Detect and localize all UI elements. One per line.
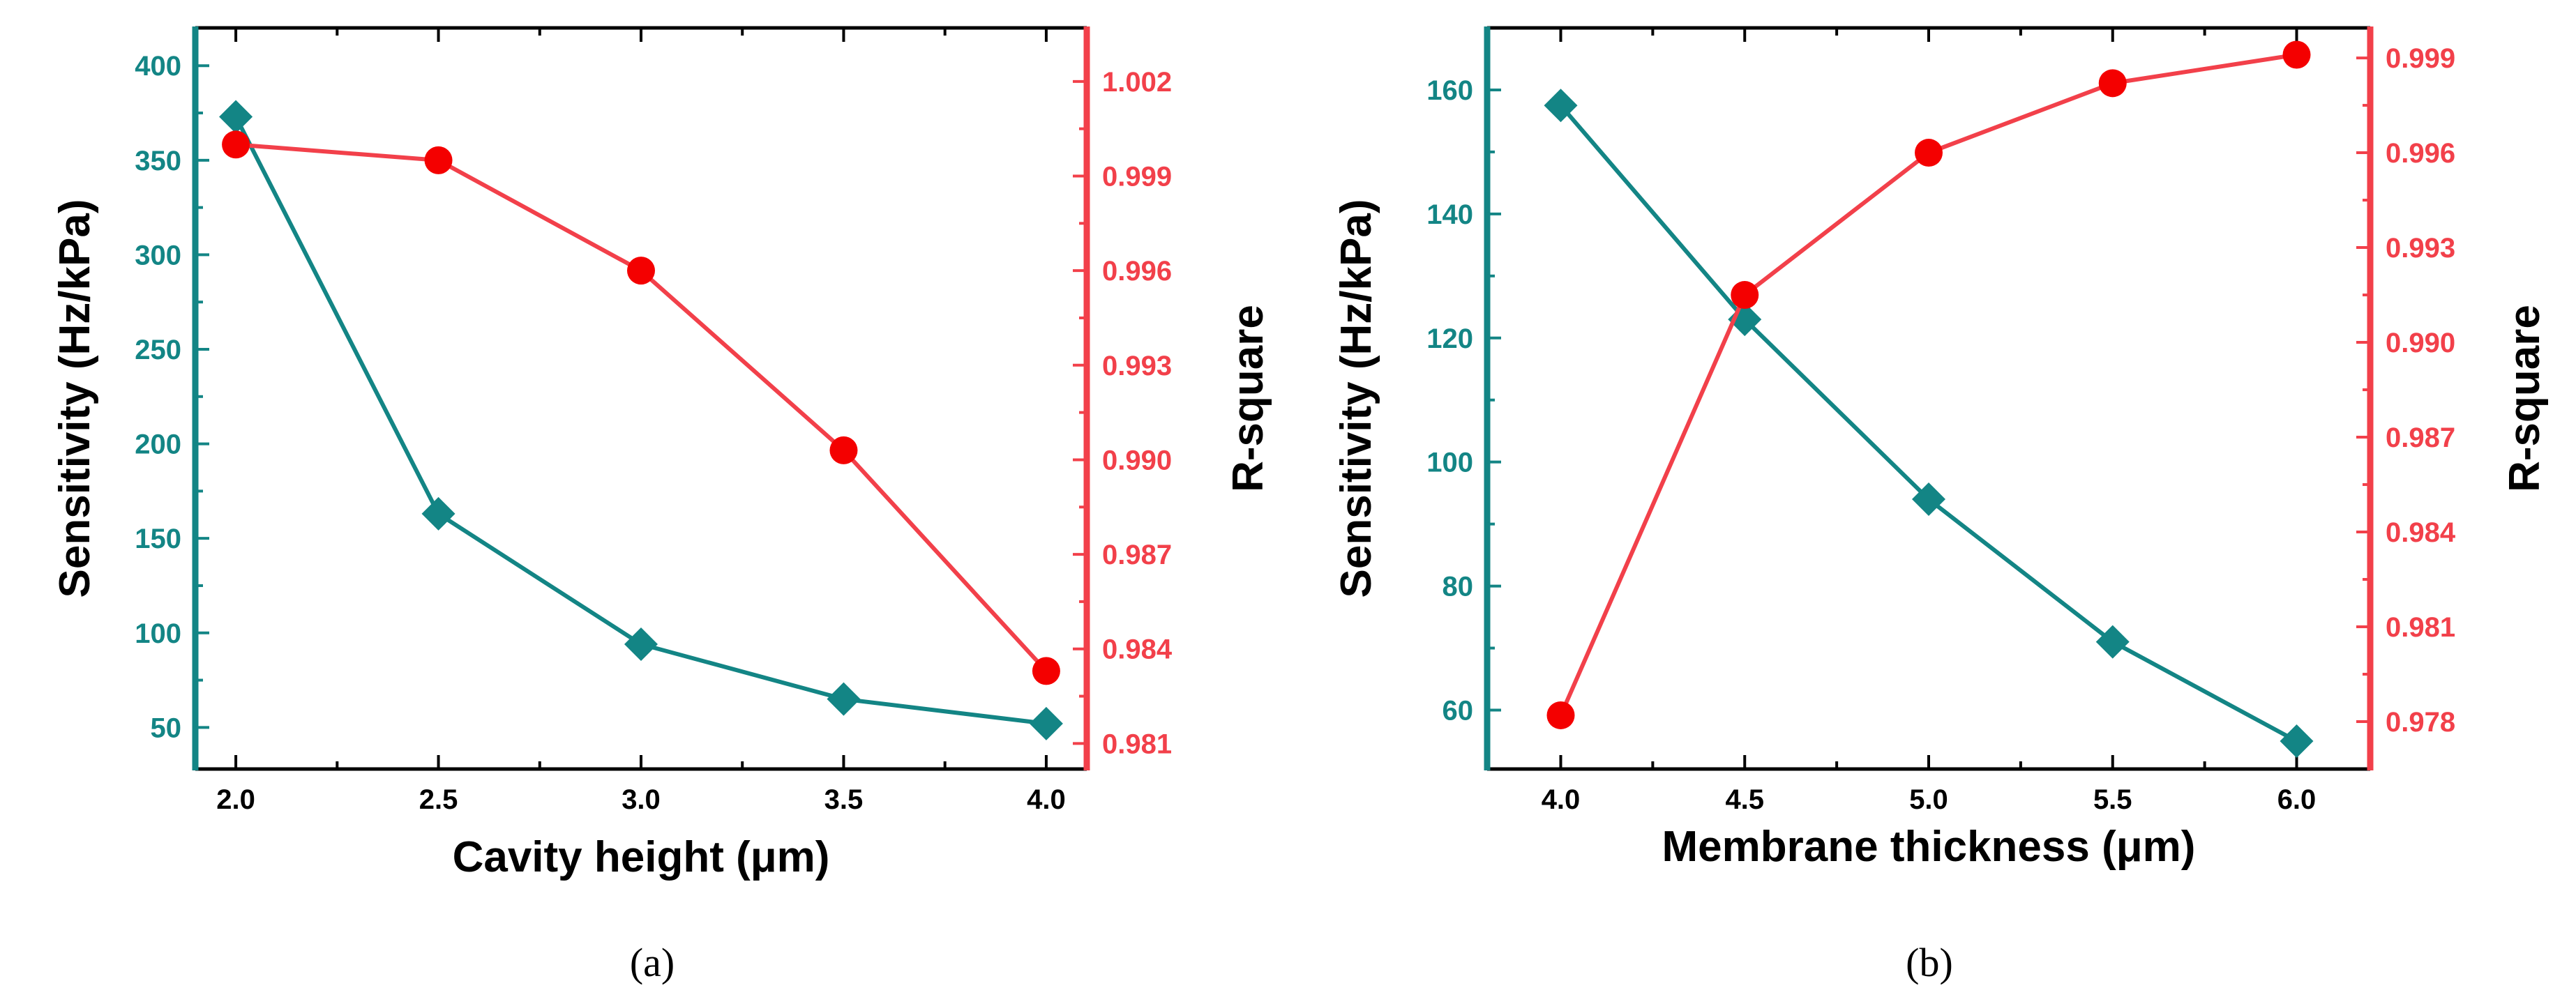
y-tick-label-left: 350 [135,146,181,176]
y-tick-label-left: 100 [135,618,181,649]
y-tick-label-right: 0.993 [2386,233,2455,264]
y-tick-label-left: 300 [135,240,181,271]
data-point-sensitivity [2280,724,2314,758]
data-point-sensitivity [1912,482,1945,517]
y-tick-label-left: 80 [1443,572,1474,602]
y-tick-label-right: 0.984 [2386,517,2456,548]
data-point-sensitivity [1544,89,1578,123]
y-tick-label-left: 100 [1426,448,1473,478]
y-tick-label-right: 0.984 [1102,634,1173,665]
data-point-r-square [2098,69,2127,98]
x-tick-label: 4.0 [1027,784,1066,815]
x-tick-label: 2.0 [216,784,255,815]
data-point-sensitivity [624,627,658,662]
y-tick-label-left: 50 [151,713,182,743]
y-axis-title-left: Sensitivity (Hz/kPa) [51,199,99,598]
series-line-sensitivity [1559,104,2298,743]
y-axis-title-right: R-square [1224,305,1272,492]
y-tick-label-left: 60 [1443,695,1474,726]
y-tick-label-right: 0.996 [1102,256,1172,287]
x-tick-label: 2.5 [419,784,458,815]
y-axis-title-right: R-square [2501,305,2549,492]
data-point-r-square [829,436,858,464]
x-tick-label: 3.5 [824,784,864,815]
data-point-sensitivity [1029,706,1063,740]
x-axis-title: Cavity height (μm) [453,833,830,881]
x-tick-label: 4.5 [1725,784,1764,815]
y-tick-label-left: 250 [135,335,181,365]
panel-caption: (a) [630,940,675,985]
y-axis-title-left: Sensitivity (Hz/kPa) [1332,199,1380,598]
y-tick-label-left: 400 [135,51,181,82]
y-tick-label-right: 0.981 [2386,612,2455,643]
chart-panel-b: 4.0 4.5 5.0 5.5 6.0 60 80 100 120 140 160 0.978 0.98… [1332,26,2549,985]
data-point-sensitivity [827,682,861,716]
data-point-sensitivity [219,100,253,134]
panel-caption: (b) [1906,940,1953,985]
x-axis-title: Membrane thickness (μm) [1662,823,2196,871]
y-tick-label-right: 0.999 [2386,43,2455,74]
y-tick-label-right: 0.996 [2386,138,2455,169]
series-line-r-square [235,142,1048,673]
y-tick-label-right: 0.978 [2386,707,2455,738]
data-point-r-square [424,146,453,174]
y-tick-label-right: 0.987 [1102,540,1172,570]
data-point-r-square [1915,139,1943,167]
y-tick-label-right: 1.002 [1102,67,1172,98]
y-tick-label-right: 0.990 [1102,445,1172,475]
y-tick-label-left: 120 [1426,324,1473,354]
x-tick-label: 3.0 [622,784,661,815]
data-point-sensitivity [421,496,455,531]
y-tick-label-right: 0.993 [1102,351,1172,381]
data-point-r-square [2282,40,2311,69]
data-point-r-square [1731,281,1759,310]
y-tick-label-left: 160 [1426,75,1473,106]
x-tick-label: 6.0 [2277,784,2317,815]
data-point-r-square [1546,701,1575,729]
x-tick-label: 4.0 [1542,784,1581,815]
data-point-sensitivity [2095,625,2130,659]
y-tick-label-left: 140 [1426,199,1473,230]
x-tick-label: 5.0 [1909,784,1948,815]
y-tick-label-left: 200 [135,429,181,460]
data-point-r-square [1032,657,1060,685]
y-tick-label-right: 0.987 [2386,423,2455,453]
y-tick-label-right: 0.981 [1102,729,1172,759]
chart-panel-a: 2.0 2.5 3.0 3.5 4.0 50 100 150 200 250 300 350 400 0.… [51,26,1272,985]
y-tick-label-right: 0.990 [2386,328,2455,358]
y-tick-label-right: 0.999 [1102,162,1172,192]
x-tick-label: 5.5 [2093,784,2132,815]
data-point-r-square [222,130,250,159]
y-tick-label-left: 150 [135,524,181,554]
data-point-r-square [627,257,655,285]
